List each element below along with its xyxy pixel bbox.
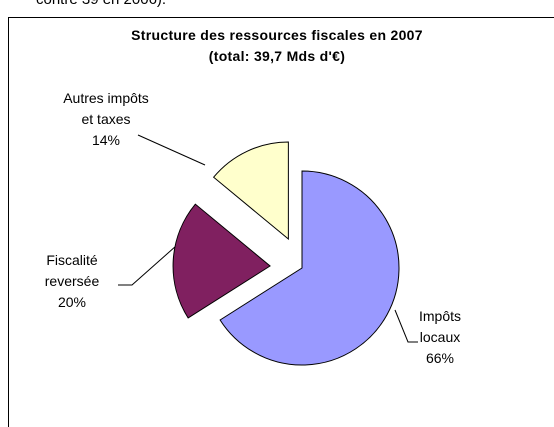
chart-title: Structure des ressources fiscales en 200…: [131, 27, 423, 43]
pie-slice: [212, 141, 289, 241]
chart-subtitle: (total: 39,7 Mds d'€): [208, 48, 346, 64]
value-label: 14%: [91, 132, 121, 148]
category-label: Fiscalité reversée: [44, 252, 100, 289]
value-label: 20%: [57, 294, 87, 310]
chart-frame: [8, 17, 554, 427]
leader-line: [137, 134, 206, 166]
category-label: Impôts locaux: [418, 308, 461, 345]
pie-slice: [172, 203, 271, 319]
value-label: 66%: [425, 350, 455, 366]
pie-slice: [219, 170, 400, 366]
slice-label: Autres impôts et taxes 14%: [60, 88, 152, 151]
leader-line: [394, 309, 418, 343]
cut-text: contre 39 en 2006).: [36, 0, 166, 8]
leader-line: [118, 237, 186, 286]
slice-label: Fiscalité reversée 20%: [22, 250, 122, 313]
category-label: Autres impôts et taxes: [63, 90, 149, 127]
slice-label: Impôts locaux 66%: [410, 306, 470, 369]
